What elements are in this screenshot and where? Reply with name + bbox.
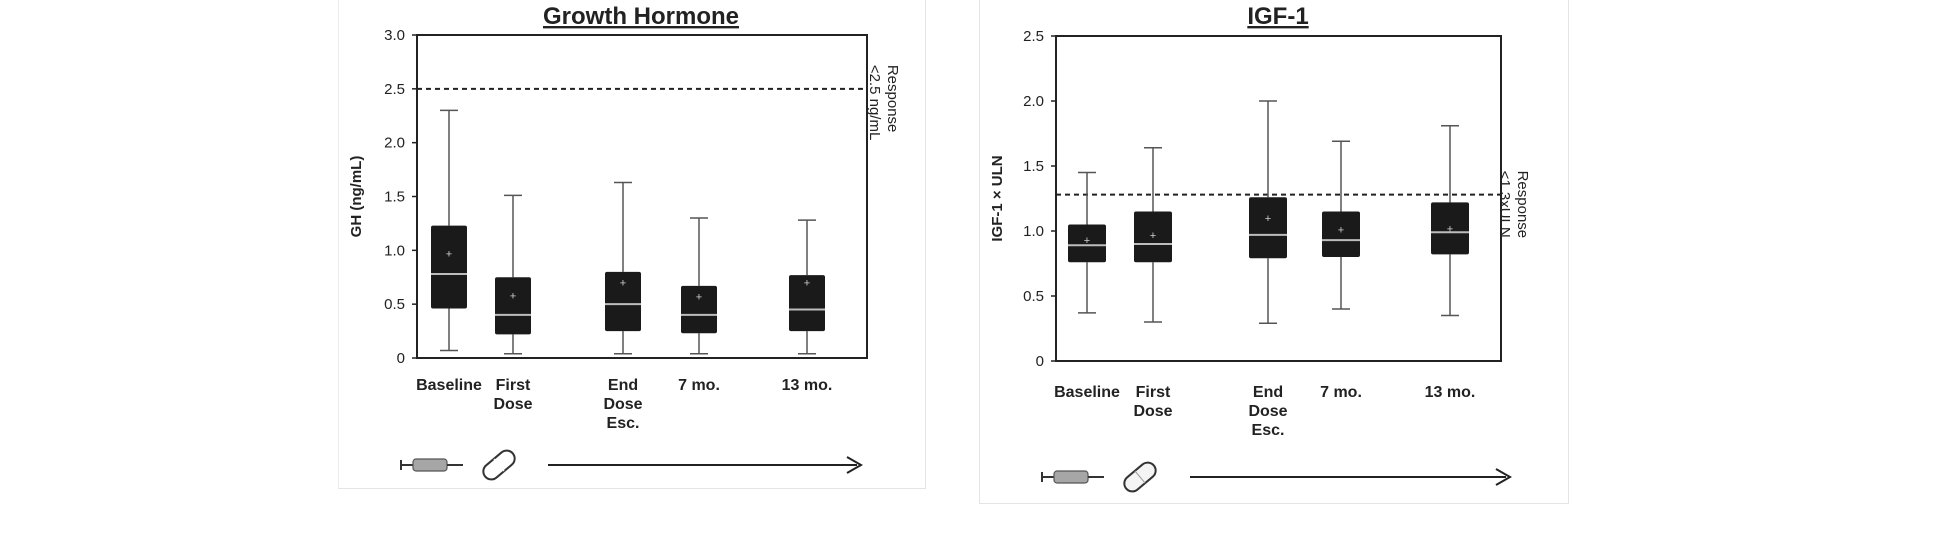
plot-frame bbox=[1055, 35, 1502, 362]
x-category-label: First Dose bbox=[493, 377, 532, 413]
box-mean-marker: + bbox=[1265, 213, 1271, 225]
y-tick-label: 2.5 bbox=[384, 81, 405, 98]
box-iqr bbox=[789, 275, 825, 332]
igf1-chart: IGF-1 0 0.5 1.0 1.5 2.0 2.5 IGF-1 × ULN Response… bbox=[989, 3, 1531, 493]
x-category-label: 13 mo. bbox=[1425, 384, 1476, 401]
box-iqr bbox=[681, 285, 717, 334]
x-category-label: Baseline bbox=[1054, 384, 1120, 401]
syringe-icon bbox=[1041, 470, 1104, 484]
x-category-label-line: Baseline bbox=[416, 377, 482, 394]
x-category-label-line: Esc. bbox=[607, 415, 640, 432]
x-category-label-line: Dose bbox=[603, 396, 642, 413]
box-iqr bbox=[1249, 197, 1287, 259]
y-tick-label: 1.0 bbox=[384, 242, 405, 259]
timeline-arrow-head bbox=[846, 456, 864, 474]
y-tick-label: 0 bbox=[397, 350, 405, 367]
capsule-icon bbox=[482, 449, 516, 481]
syringe-barrel bbox=[412, 458, 448, 472]
x-category-label-line: 7 mo. bbox=[1320, 384, 1362, 401]
box-mean-marker: + bbox=[620, 278, 626, 290]
capsule-seam bbox=[493, 458, 505, 472]
box-mean-marker: + bbox=[446, 249, 452, 261]
response-label-line: <2.5 ng/mL bbox=[866, 65, 883, 140]
x-category-label-line: 7 mo. bbox=[678, 377, 720, 394]
x-category-label-line: First bbox=[1136, 384, 1171, 401]
y-tick-label: 1.0 bbox=[1023, 223, 1044, 240]
x-category-label-line: End bbox=[1253, 384, 1283, 401]
x-category-label: First Dose bbox=[1133, 384, 1172, 420]
x-category-label: End Dose Esc. bbox=[1248, 384, 1287, 439]
y-axis-label: GH (ng/mL) bbox=[348, 156, 365, 238]
capsule-icon bbox=[1123, 461, 1157, 493]
box-iqr bbox=[431, 225, 467, 309]
chart-title: Growth Hormone bbox=[543, 3, 739, 30]
y-tick-label: 0 bbox=[1036, 353, 1044, 370]
syringe-barrel bbox=[1053, 470, 1089, 484]
x-category-label: Baseline bbox=[416, 377, 482, 394]
response-label-line: Response bbox=[1514, 171, 1531, 239]
x-category-label-line: End bbox=[608, 377, 638, 394]
x-category-label: End Dose Esc. bbox=[603, 377, 642, 432]
box-iqr bbox=[1134, 211, 1172, 263]
box-iqr bbox=[1068, 224, 1106, 263]
x-category-label-line: 13 mo. bbox=[782, 377, 833, 394]
y-tick-label: 2.5 bbox=[1023, 28, 1044, 45]
box-iqr bbox=[605, 271, 641, 332]
x-category-label: 7 mo. bbox=[1320, 384, 1362, 401]
box-mean-marker: + bbox=[696, 292, 702, 304]
y-tick-label: 2.0 bbox=[1023, 93, 1044, 110]
chart-title: IGF-1 bbox=[1247, 3, 1308, 30]
x-category-label-line: 13 mo. bbox=[1425, 384, 1476, 401]
box-mean-marker: + bbox=[1338, 225, 1344, 237]
y-tick-label: 3.0 bbox=[384, 27, 405, 44]
box-iqr bbox=[495, 277, 531, 335]
right-arrow-icon bbox=[548, 456, 864, 474]
syringe-icon bbox=[400, 458, 463, 472]
x-category-label-line: Dose bbox=[493, 396, 532, 413]
x-category-label: 7 mo. bbox=[678, 377, 720, 394]
timeline-arrow-head bbox=[1495, 468, 1513, 486]
x-category-label-line: Esc. bbox=[1252, 422, 1285, 439]
box-mean-marker: + bbox=[804, 278, 810, 290]
x-category-label-line: Dose bbox=[1248, 403, 1287, 420]
box-mean-marker: + bbox=[1084, 235, 1090, 247]
right-arrow-icon bbox=[1190, 468, 1513, 486]
growth-hormone-panel: Growth Hormone 0 0.5 1.0 1.5 2.0 2.5 3.0 GH (ng/… bbox=[338, 0, 926, 489]
x-category-label-line: First bbox=[496, 377, 531, 394]
igf1-panel: IGF-1 0 0.5 1.0 1.5 2.0 2.5 IGF-1 × ULN Response… bbox=[979, 0, 1569, 504]
box-mean-marker: + bbox=[1447, 223, 1453, 235]
y-tick-label: 2.0 bbox=[384, 135, 405, 152]
y-tick-label: 1.5 bbox=[384, 189, 405, 206]
growth-hormone-chart: Growth Hormone 0 0.5 1.0 1.5 2.0 2.5 3.0 GH (ng/… bbox=[348, 3, 901, 481]
x-category-label-line: Baseline bbox=[1054, 384, 1120, 401]
response-threshold-label: Response<2.5 ng/mL bbox=[866, 65, 901, 140]
y-tick-label: 1.5 bbox=[1023, 158, 1044, 175]
y-tick-label: 0.5 bbox=[384, 296, 405, 313]
response-label-line: Response bbox=[884, 65, 901, 133]
box-iqr bbox=[1431, 202, 1469, 255]
response-threshold-label: Response<1.3xULN bbox=[1496, 171, 1531, 239]
y-tick-label: 0.5 bbox=[1023, 288, 1044, 305]
box-mean-marker: + bbox=[1150, 230, 1156, 242]
x-category-label-line: Dose bbox=[1133, 403, 1172, 420]
box-iqr bbox=[1322, 211, 1360, 257]
response-label-line: <1.3xULN bbox=[1496, 171, 1513, 238]
capsule-seam bbox=[1134, 470, 1146, 484]
y-axis-label: IGF-1 × ULN bbox=[989, 155, 1006, 241]
box-mean-marker: + bbox=[510, 291, 516, 303]
x-category-label: 13 mo. bbox=[782, 377, 833, 394]
